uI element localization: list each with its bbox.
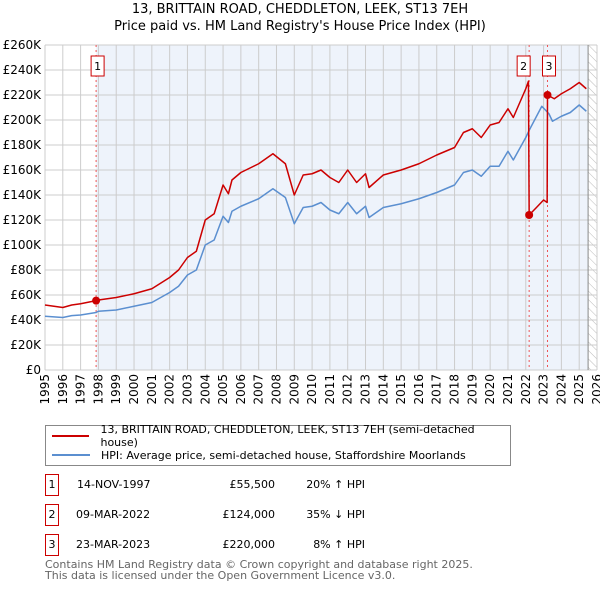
copyright-notice: Contains HM Land Registry data © Crown c… (45, 558, 473, 571)
y-tick-label: £100K (3, 238, 43, 252)
legend-swatch-hpi (52, 454, 90, 456)
legend-label-hpi: HPI: Average price, semi-detached house,… (101, 448, 466, 462)
property-price-line (44, 80, 587, 309)
sale-point (543, 91, 552, 99)
x-tick-label: 2003 (180, 374, 194, 405)
transaction-price: £55,500 (229, 478, 276, 491)
x-tick-label: 2024 (554, 374, 568, 405)
legend-item-property: 13, BRITTAIN ROAD, CHEDDLETON, LEEK, ST1… (52, 423, 510, 449)
x-tick-label: 1995 (38, 374, 52, 405)
transaction-row: 1 14-NOV-1997 £55,500 20% ↑ HPI (45, 474, 445, 496)
y-tick-label: £180K (3, 138, 43, 152)
sale-label-number: 2 (520, 60, 527, 73)
x-tick-label: 2008 (269, 374, 283, 405)
y-tick-label: £20K (10, 338, 42, 352)
transaction-marker: 3 (45, 534, 59, 556)
transaction-hpi: 20% ↑ HPI (306, 478, 365, 491)
x-tick-label: 2004 (198, 374, 212, 405)
chart-title: 13, BRITTAIN ROAD, CHEDDLETON, LEEK, ST1… (131, 2, 469, 17)
y-tick-label: £220K (3, 88, 43, 102)
x-tick-label: 1996 (56, 374, 70, 405)
x-tick-label: 2017 (430, 374, 444, 405)
legend-swatch-property (52, 435, 90, 437)
transaction-marker: 1 (45, 474, 59, 496)
x-tick-label: 2010 (305, 374, 319, 405)
x-tick-label: 2014 (376, 374, 390, 405)
sale-label-box: 2 (516, 55, 531, 77)
x-tick-label: 2006 (234, 374, 248, 405)
x-tick-label: 2021 (501, 374, 515, 405)
transaction-date: 09-MAR-2022 (76, 508, 151, 521)
sale-label-border (90, 55, 105, 77)
x-tick-label: 2022 (519, 374, 533, 405)
transaction-row: 3 23-MAR-2023 £220,000 8% ↑ HPI (45, 534, 445, 556)
transaction-hpi: 35% ↓ HPI (306, 508, 365, 521)
y-tick-label: £0 (26, 363, 41, 377)
price-chart: £0 £20K £40K £60K £80K £100K £120K £140K £160K £1… (3, 38, 600, 405)
sale-point (525, 211, 534, 219)
x-tick-label: 2007 (252, 374, 266, 405)
ownership-shaded-region (96, 45, 589, 370)
y-tick-label: £120K (3, 213, 43, 227)
x-tick-label: 2018 (448, 374, 462, 405)
x-tick-label: 2025 (572, 374, 586, 405)
footer: Contains HM Land Registry data © Crown c… (45, 559, 473, 581)
transaction-price: £220,000 (222, 538, 276, 551)
y-tick-label: £240K (3, 63, 43, 77)
x-tick-label: 2026 (590, 374, 600, 405)
x-tick-label: 2016 (412, 374, 426, 405)
x-tick-label: 1998 (91, 374, 105, 405)
legend-item-hpi: HPI: Average price, semi-detached house,… (52, 447, 466, 463)
transaction-date: 14-NOV-1997 (77, 478, 151, 491)
transaction-price: £124,000 (222, 508, 276, 521)
forecast-hatched-region (588, 45, 597, 370)
x-tick-label: 1999 (109, 374, 123, 405)
transaction-hpi: 8% ↑ HPI (313, 538, 365, 551)
transaction-row: 2 09-MAR-2022 £124,000 35% ↓ HPI (45, 504, 445, 526)
x-tick-label: 1997 (74, 374, 88, 405)
chart-subtitle: Price paid vs. HM Land Registry's House … (114, 19, 486, 34)
transaction-marker: 2 (45, 504, 59, 526)
sale-label-number: 3 (545, 60, 552, 73)
sale-label-border (541, 55, 556, 77)
x-tick-label: 2009 (287, 374, 301, 405)
x-tick-label: 2001 (145, 374, 159, 405)
sale-point (92, 296, 101, 305)
x-tick-label: 2002 (163, 374, 177, 405)
x-tick-label: 2011 (323, 374, 337, 405)
x-tick-label: 2013 (359, 374, 373, 405)
y-tick-label: £40K (10, 313, 42, 327)
transaction-date: 23-MAR-2023 (76, 538, 151, 551)
y-tick-label: £160K (3, 163, 43, 177)
licence-notice: This data is licensed under the Open Gov… (45, 569, 396, 582)
x-tick-label: 2015 (394, 374, 408, 405)
legend-label-property: 13, BRITTAIN ROAD, CHEDDLETON, LEEK, ST1… (100, 423, 475, 449)
y-tick-label: £80K (10, 263, 42, 277)
legend: 13, BRITTAIN ROAD, CHEDDLETON, LEEK, ST1… (45, 423, 511, 466)
x-tick-label: 2005 (216, 374, 230, 405)
y-tick-label: £200K (3, 113, 43, 127)
sale-label-box: 3 (541, 55, 556, 77)
sale-label-number: 1 (94, 60, 101, 73)
y-tick-label: £140K (3, 188, 43, 202)
x-tick-label: 2012 (341, 374, 355, 405)
x-tick-label: 2020 (483, 374, 497, 405)
sale-label-box: 1 (90, 55, 105, 77)
y-tick-label: £60K (10, 288, 42, 302)
hpi-line (44, 104, 587, 319)
x-tick-label: 2000 (127, 374, 141, 405)
sale-label-border (516, 55, 531, 77)
x-tick-label: 2019 (465, 374, 479, 405)
x-tick-label: 2023 (537, 374, 551, 405)
y-tick-label: £260K (3, 38, 43, 52)
